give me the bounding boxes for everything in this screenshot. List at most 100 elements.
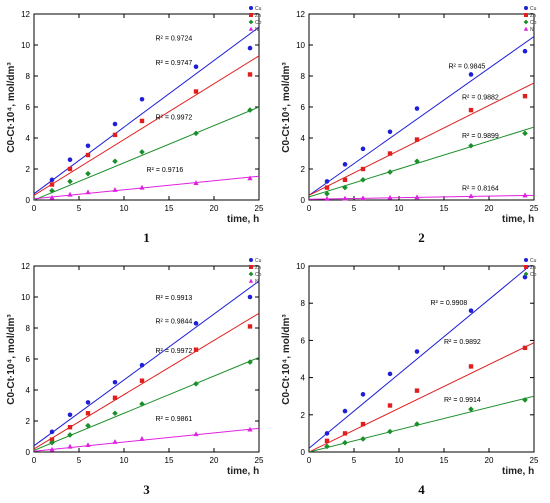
y-tick-label: 10 [296, 262, 305, 271]
plot-frame [308, 265, 535, 453]
r2-annotation-zn: R² = 0.9747 [156, 60, 193, 67]
legend-label-co: Co [255, 20, 262, 26]
data-point-zn [324, 438, 330, 444]
plot-frame [33, 265, 260, 453]
legend-label-ni: Ni [255, 279, 260, 285]
x-tick-label: 25 [255, 204, 264, 213]
y-tick-label: 8 [26, 324, 31, 333]
data-point-ni [67, 443, 73, 449]
legend-marker-zn [249, 265, 253, 269]
data-point-zn [387, 403, 393, 408]
x-tick-label: 10 [395, 204, 404, 213]
data-point-zn [67, 425, 73, 430]
data-point-cu [522, 48, 528, 54]
data-point-zn [360, 166, 366, 172]
data-point-cu [85, 400, 91, 405]
legend-label-zn: Zn [530, 265, 536, 271]
data-point-zn [193, 347, 199, 352]
panel-number: 2 [418, 230, 425, 245]
panel-number: 1 [143, 230, 150, 245]
legend-label-cu: Cu [255, 258, 262, 264]
data-point-ni [522, 192, 528, 198]
panel-number: 4 [418, 482, 425, 497]
data-point-co [247, 107, 253, 113]
data-point-zn [522, 345, 528, 351]
legend-label-cu: Cu [530, 6, 537, 12]
y-tick-label: 2 [26, 417, 31, 426]
data-point-ni [193, 431, 199, 437]
data-point-co [387, 428, 393, 435]
data-point-cu [324, 179, 330, 184]
data-point-cu [468, 308, 474, 313]
chart-svg: 0 5 10 15 20 25 0 2 4 6 8 10 12 R² = 0.9913 Cu R² = 0.9… [21, 258, 264, 465]
y-tick-label: 10 [296, 41, 305, 50]
fit-line-co [34, 106, 259, 200]
r2-annotation-cu: R² = 0.9724 [156, 35, 193, 42]
chart-svg: 0 5 10 15 20 25 0 2 4 6 8 10 12 R² = 0.9845 Cu R² = 0.9… [296, 6, 539, 213]
fit-line-cu [34, 280, 259, 447]
r2-annotation-co: R² = 0.9972 [156, 348, 193, 355]
y-tick-label: 2 [26, 165, 31, 174]
data-point-co [414, 421, 420, 427]
x-tick-label: 20 [485, 204, 494, 213]
y-tick-label: 2 [301, 411, 306, 420]
data-point-zn [193, 89, 199, 94]
data-point-co [342, 439, 348, 446]
x-tick-label: 15 [440, 456, 449, 465]
data-point-co [468, 406, 474, 413]
x-tick-label: 20 [210, 456, 219, 465]
data-point-zn [49, 437, 55, 442]
y-tick-label: 10 [21, 41, 30, 50]
x-tick-label: 10 [120, 456, 129, 465]
data-point-zn [112, 395, 118, 400]
data-point-ni [414, 194, 420, 200]
x-axis-label: time, h [227, 466, 260, 477]
legend-marker-ni [248, 278, 254, 283]
legend-label-zn: Zn [255, 265, 261, 271]
data-point-zn [49, 182, 55, 187]
data-point-co [193, 130, 199, 137]
legend-marker-ni [248, 26, 254, 31]
data-point-cu [414, 349, 420, 354]
legend-label-ni: Ni [255, 27, 260, 33]
r2-annotation-co: R² = 0.9899 [462, 133, 499, 140]
y-tick-label: 12 [296, 10, 305, 19]
r2-annotation-zn: R² = 0.9844 [156, 318, 193, 325]
data-point-zn [85, 152, 91, 158]
data-point-cu [67, 157, 73, 162]
data-point-ni [139, 436, 145, 441]
data-point-ni [112, 439, 118, 444]
x-tick-label: 15 [440, 204, 449, 213]
data-point-co [342, 184, 348, 191]
y-tick-label: 8 [26, 72, 31, 81]
x-tick-label: 5 [352, 204, 357, 213]
r2-annotation-zn: R² = 0.9892 [444, 339, 481, 346]
data-point-cu [360, 392, 366, 397]
y-tick-label: 4 [26, 134, 31, 143]
data-point-cu [193, 321, 199, 326]
data-point-co [360, 177, 366, 183]
data-point-cu [67, 412, 73, 418]
chart-svg: 0 5 10 15 20 25 0 2 4 6 8 10 R² = 0.9908 Cu R² = 0.989… [296, 258, 539, 465]
r2-annotation-cu: R² = 0.9845 [449, 63, 486, 70]
data-point-zn [139, 378, 145, 383]
data-point-zn [67, 166, 73, 172]
r2-annotation-co: R² = 0.9972 [156, 114, 193, 121]
data-point-zn [342, 431, 348, 436]
data-point-ni [387, 194, 393, 200]
data-point-cu [49, 429, 55, 435]
data-point-ni [193, 180, 199, 185]
x-axis-label: time, h [227, 214, 260, 225]
data-point-cu [324, 431, 330, 436]
y-tick-label: 6 [301, 103, 306, 112]
data-point-cu [139, 362, 145, 368]
x-tick-label: 25 [530, 204, 539, 213]
y-tick-label: 8 [301, 299, 306, 308]
y-tick-label: 2 [301, 165, 306, 174]
y-tick-label: 0 [301, 448, 306, 457]
legend-marker-zn [524, 265, 528, 269]
chart-panel-4: 0 5 10 15 20 25 0 2 4 6 8 10 R² = 0.9908 Cu R² = 0.989… [275, 252, 550, 503]
data-point-zn [522, 93, 528, 99]
data-point-co [67, 432, 73, 438]
data-point-ni [342, 195, 348, 201]
